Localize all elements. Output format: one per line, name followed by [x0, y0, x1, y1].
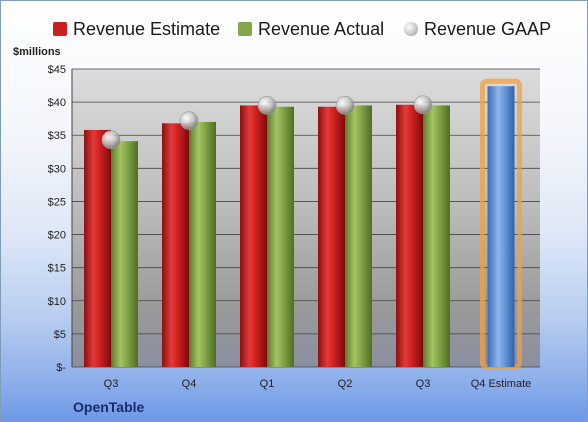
y-tick-label: $45 [48, 64, 66, 76]
bar-revenue-estimate [318, 106, 345, 367]
bar-revenue-estimate [240, 105, 267, 367]
y-tick-label: $40 [48, 97, 66, 109]
y-tick-label: $- [56, 362, 66, 374]
y-tick-label: $10 [48, 296, 66, 308]
grid-lines [71, 68, 540, 368]
bar-revenue-estimate [162, 123, 189, 368]
legend-label-estimate: Revenue Estimate [73, 18, 221, 39]
y-tick-label: $15 [48, 263, 66, 275]
bar-revenue-estimate [84, 129, 111, 367]
gaap-markers [101, 95, 433, 150]
x-tick-label: Q3 [416, 378, 431, 390]
bar-revenue-actual [345, 105, 372, 367]
legend-label-actual: Revenue Actual [258, 18, 385, 39]
x-tick-label: Q4 [182, 378, 197, 390]
marker-revenue-gaap [101, 130, 121, 150]
y-tick-label: $25 [48, 196, 66, 208]
y-tick-label: $35 [48, 130, 66, 142]
bar-revenue-actual [189, 121, 216, 367]
y-tick-label: $30 [48, 163, 66, 175]
marker-revenue-gaap [413, 95, 433, 115]
y-axis-unit-label: $millions [13, 46, 61, 58]
plot-area [72, 69, 540, 367]
marker-revenue-gaap [179, 111, 199, 130]
legend-item-estimate: Revenue Estimate [53, 15, 220, 43]
y-tick-label: $20 [48, 230, 66, 242]
y-tick-label: $5 [54, 329, 66, 341]
legend-label-gaap: Revenue GAAP [424, 18, 552, 39]
bar-revenue-actual [423, 105, 450, 367]
legend-swatch-gaap [404, 22, 418, 36]
x-tick-label: Q3 [104, 378, 119, 390]
company-name: OpenTable [73, 399, 145, 415]
bar-revenue-estimate [396, 104, 423, 367]
legend-swatch-actual [238, 22, 252, 36]
bar-revenue-actual [111, 141, 138, 367]
legend-item-gaap: Revenue GAAP [404, 15, 551, 43]
legend-swatch-estimate [53, 22, 67, 36]
marker-revenue-gaap [257, 96, 277, 115]
legend-item-actual: Revenue Actual [238, 15, 384, 43]
bars [84, 78, 522, 370]
x-tick-label: Q2 [338, 378, 353, 390]
y-axis-ticks: $- $5 $10 $15 $20 $25 $30 $35 $40 $45 [48, 64, 67, 374]
x-axis-ticks: Q3 Q4 Q1 Q2 Q3 Q4 Estimate [104, 378, 532, 390]
marker-revenue-gaap [335, 96, 355, 115]
bar-revenue-actual [267, 106, 294, 367]
legend: Revenue Estimate Revenue Actual Revenue … [1, 15, 587, 43]
x-tick-label: Q4 Estimate [471, 378, 532, 390]
bar-q4-estimate [487, 86, 515, 368]
x-tick-label: Q1 [260, 378, 275, 390]
